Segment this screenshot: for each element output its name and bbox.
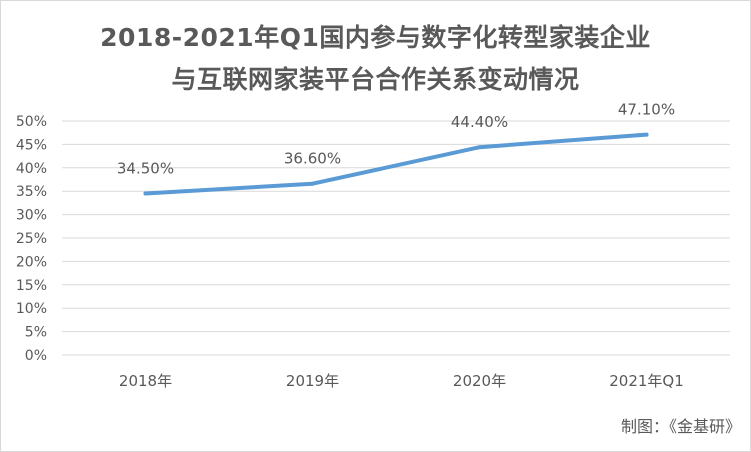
data-point [310,181,315,186]
x-tick-label: 2020年 [453,372,506,390]
y-tick-label: 40% [16,161,47,177]
data-label: 36.60% [284,150,341,168]
y-tick-label: 0% [25,348,47,364]
chart-title-line1: 2018-2021年Q1国内参与数字化转型家装企业 [100,23,651,52]
y-tick-label: 45% [16,137,47,153]
y-tick-label: 30% [16,208,47,224]
x-tick-label: 2018年 [119,372,172,390]
data-label: 34.50% [117,160,174,178]
x-tick-label: 2019年 [286,372,339,390]
data-label: 47.10% [618,101,675,119]
chart-title-line2: 与互联网家装平台合作关系变动情况 [171,65,580,94]
source-credit: 制图：《金基研》 [620,417,741,436]
x-tick-label: 2021年Q1 [609,372,684,390]
y-tick-label: 5% [25,325,47,341]
y-tick-label: 10% [16,301,47,317]
data-point [143,191,148,196]
data-point [477,145,482,150]
y-tick-label: 35% [16,184,47,200]
y-tick-label: 20% [16,254,47,270]
y-tick-label: 25% [16,231,47,247]
data-label: 44.40% [451,113,508,131]
y-tick-label: 15% [16,278,47,294]
series-line [143,132,649,196]
y-tick-label: 50% [16,114,47,130]
data-point [644,132,649,137]
